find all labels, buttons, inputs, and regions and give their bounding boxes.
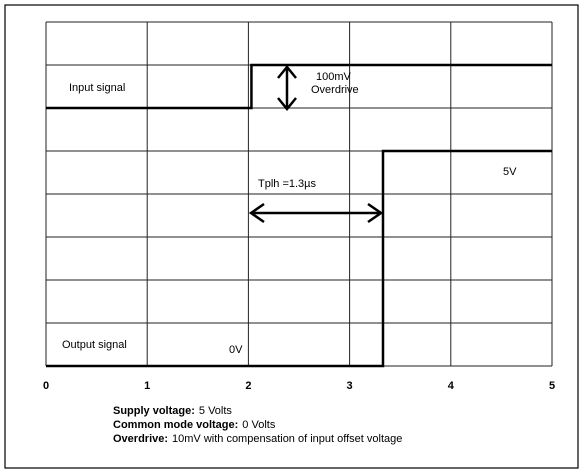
- x-tick-label: 2: [245, 380, 251, 392]
- series-label: Output signal: [62, 339, 127, 351]
- note-text: 5 Volts: [199, 405, 233, 417]
- frame: [4, 4, 579, 469]
- note-text: 10mV with compensation of input offset v…: [172, 433, 402, 445]
- note-label: Common mode voltage:: [113, 419, 238, 431]
- x-tick-label: 4: [448, 380, 455, 392]
- annotation: Overdrive: [311, 84, 359, 96]
- annotation: 0V: [229, 344, 243, 356]
- annotation: 5V: [503, 166, 517, 178]
- note: Supply voltage: 5 Volts: [113, 405, 232, 417]
- series-line: [46, 149, 552, 368]
- plot-area: [45, 21, 553, 368]
- x-tick-label: 5: [549, 380, 555, 392]
- annotation: 100mV: [316, 71, 352, 83]
- x-tick-label: 0: [43, 380, 49, 392]
- x-tick-label: 1: [144, 380, 150, 392]
- series-line: [46, 63, 552, 110]
- note-text: 0 Volts: [242, 419, 276, 431]
- annotation: Tplh =1.3µs: [258, 178, 317, 190]
- note-label: Supply voltage:: [113, 405, 195, 417]
- note: Common mode voltage: 0 Volts: [113, 419, 276, 431]
- x-tick-label: 3: [347, 380, 353, 392]
- arrows: [248, 65, 384, 224]
- note-label: Overdrive:: [113, 433, 168, 445]
- note: Overdrive: 10mV with compensation of inpu…: [113, 433, 402, 445]
- notes: Supply voltage: 5 Volts Common mode voltag…: [113, 405, 402, 445]
- series-label: Input signal: [69, 82, 125, 94]
